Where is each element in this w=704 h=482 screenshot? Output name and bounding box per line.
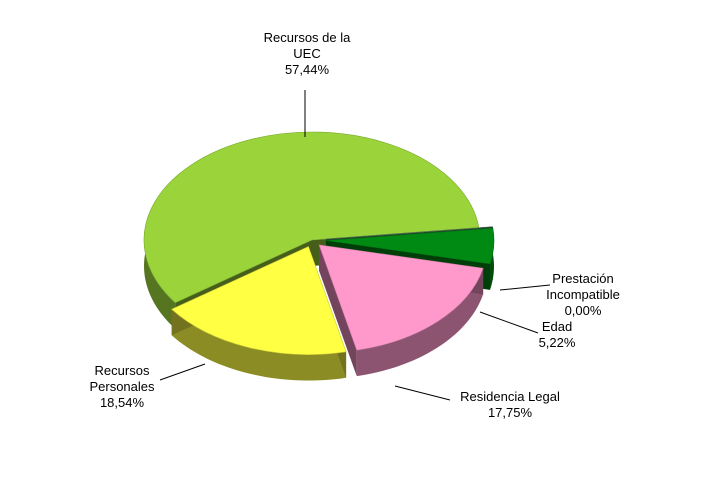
label-line: Recursos: [95, 363, 150, 378]
slice: [171, 246, 347, 355]
label-line: Residencia Legal: [460, 389, 560, 404]
category-label: Recursos Personales: [89, 363, 155, 394]
leader-line: [394, 385, 451, 401]
value-label: 57,44%: [285, 62, 330, 77]
label-line: Prestación: [552, 271, 613, 286]
slice: [143, 131, 480, 304]
slice: [325, 226, 493, 240]
label-line: UEC: [293, 46, 320, 61]
value-label: 17,75%: [488, 405, 533, 420]
value-label: 5,22%: [539, 335, 576, 350]
category-label: Edad: [542, 319, 572, 334]
slice-side: [171, 309, 347, 381]
leader-line: [499, 284, 551, 291]
category-label: Residencia Legal: [460, 389, 560, 404]
category-label: Recursos de la UEC: [264, 30, 351, 61]
label-line: Edad: [542, 319, 572, 334]
category-label: Prestación Incompatible: [546, 271, 620, 302]
slice-side: [356, 268, 484, 377]
label-line: Personales: [89, 379, 155, 394]
value-label: 0,00%: [565, 303, 602, 318]
leader-line: [479, 311, 539, 334]
slice: [325, 227, 495, 265]
leader-line: [159, 363, 206, 381]
label-line: Recursos de la: [264, 30, 351, 45]
slice-edge: [319, 244, 357, 377]
slice: [318, 244, 484, 351]
value-label: 18,54%: [100, 395, 145, 410]
label-line: Incompatible: [546, 287, 620, 302]
